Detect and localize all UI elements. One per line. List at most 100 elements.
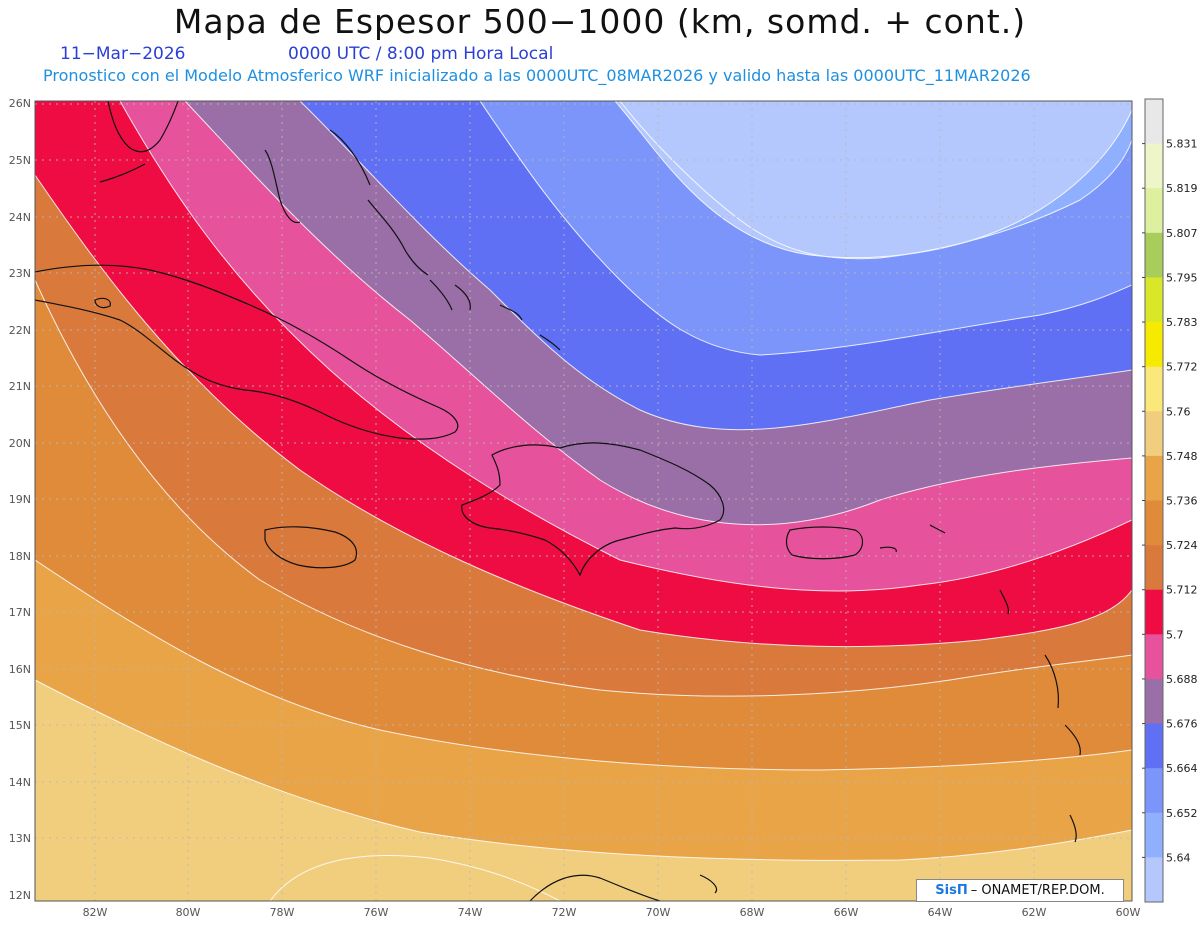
lat-label: 17N — [9, 606, 31, 619]
colorbar-swatch — [1145, 143, 1163, 189]
colorbar-label: 5.7 — [1166, 628, 1184, 641]
colorbar-swatch — [1145, 589, 1163, 635]
lon-label: 62W — [1022, 906, 1047, 919]
lon-label: 82W — [83, 906, 108, 919]
isla-juventud — [94, 297, 111, 309]
contour-lines — [35, 101, 1132, 901]
lat-label: 26N — [9, 97, 31, 110]
latitude-labels: 26N 25N 24N 23N 22N 21N 20N 19N 18N 17N … — [9, 97, 31, 902]
puerto-rico — [785, 526, 864, 560]
lon-label: 80W — [176, 906, 201, 919]
credit-box: SisΠ – ONAMET/REP.DOM. — [916, 879, 1124, 902]
colorbar-label: 5.712 — [1166, 584, 1198, 597]
colorbar-label: 5.748 — [1166, 450, 1198, 463]
colorbar-label: 5.76 — [1166, 405, 1191, 418]
lat-label: 25N — [9, 154, 31, 167]
lat-label: 16N — [9, 663, 31, 676]
map-frame — [34, 100, 1133, 902]
valid-time: 0000 UTC / 8:00 pm Hora Local — [288, 44, 554, 64]
cuba-coast — [35, 264, 459, 440]
colorbar-label: 5.772 — [1166, 361, 1198, 374]
colorbar-label: 5.736 — [1166, 495, 1198, 508]
bahamas-eleuthera — [367, 199, 429, 276]
colorbar-swatch — [1145, 634, 1163, 680]
lat-label: 13N — [9, 832, 31, 845]
colorbar-label: 5.64 — [1166, 851, 1191, 864]
page-title: Mapa de Espesor 500−1000 (km, somd. + co… — [173, 2, 1027, 41]
coastlines — [35, 101, 1081, 901]
florida-coast — [107, 101, 179, 153]
bahamas-small-1 — [429, 279, 453, 311]
lon-label: 72W — [552, 906, 577, 919]
lat-label: 12N — [9, 889, 31, 902]
colorbar-swatch — [1145, 366, 1163, 412]
bahamas-small-2 — [454, 284, 471, 311]
virgin-islands — [929, 524, 946, 534]
band-palest — [615, 101, 1132, 258]
lon-label: 78W — [270, 906, 295, 919]
colorbar-swatch — [1145, 768, 1163, 814]
lon-label: 64W — [928, 906, 953, 919]
colorbar-swatch — [1145, 857, 1163, 903]
credit-brand: SisΠ — [935, 883, 968, 898]
colorbar-label: 5.664 — [1166, 762, 1198, 775]
colorbar-swatch — [1145, 277, 1163, 323]
lat-label: 20N — [9, 437, 31, 450]
colorbar-swatch — [1145, 232, 1163, 278]
band-tan-bottom — [270, 855, 560, 901]
bahamas-abaco — [329, 129, 371, 186]
hispaniola — [461, 442, 725, 577]
colorbar-swatch — [1145, 322, 1163, 368]
colorbar-label: 5.724 — [1166, 539, 1198, 552]
lat-label: 15N — [9, 719, 31, 732]
lat-label: 22N — [9, 324, 31, 337]
lon-label: 76W — [364, 906, 389, 919]
colorbar-swatch — [1145, 723, 1163, 769]
turks-caicos — [539, 334, 561, 351]
colorbar-swatch — [1145, 99, 1163, 145]
vieques — [879, 546, 897, 553]
colorbar-label: 5.676 — [1166, 718, 1198, 731]
antilles-3 — [1064, 724, 1081, 756]
antilles-4 — [1069, 814, 1077, 843]
colorbar-label: 5.807 — [1166, 227, 1198, 240]
lat-label: 19N — [9, 493, 31, 506]
antilles-1 — [999, 589, 1010, 615]
colorbar-swatch — [1145, 545, 1163, 591]
longitude-labels: 82W 80W 78W 76W 74W 72W 70W 68W 66W 64W … — [83, 906, 1141, 919]
contour-fill-bands — [35, 101, 1132, 901]
lat-label: 18N — [9, 550, 31, 563]
colorbar-swatch — [1145, 500, 1163, 546]
colorbar-swatch — [1145, 411, 1163, 457]
lat-label: 24N — [9, 211, 31, 224]
jamaica — [264, 526, 357, 569]
gridlines — [35, 101, 1132, 901]
lon-label: 70W — [646, 906, 671, 919]
colorbar-swatch — [1145, 812, 1163, 858]
colorbar-label: 5.819 — [1166, 182, 1198, 195]
band-tan-bottom-right — [820, 889, 940, 901]
florida-keys — [99, 163, 146, 183]
lon-label: 68W — [740, 906, 765, 919]
bahamas-small-3 — [499, 304, 523, 321]
forecast-description: Pronostico con el Modelo Atmosferico WRF… — [43, 66, 1031, 85]
colorbar-label: 5.688 — [1166, 673, 1198, 686]
lat-label: 14N — [9, 776, 31, 789]
antilles-2 — [1044, 654, 1060, 709]
credit-text: – ONAMET/REP.DOM. — [970, 883, 1105, 898]
lat-label: 21N — [9, 380, 31, 393]
colorbar-label: 5.795 — [1166, 271, 1198, 284]
lon-label: 60W — [1116, 906, 1141, 919]
colorbar-label: 5.783 — [1166, 316, 1198, 329]
aruba-curacao — [699, 874, 718, 894]
colorbar-swatch — [1145, 188, 1163, 234]
colorbar-swatch — [1145, 455, 1163, 501]
lat-label: 23N — [9, 267, 31, 280]
bahamas-andros — [264, 149, 301, 224]
colorbar-swatch — [1145, 678, 1163, 725]
colorbar-label: 5.831 — [1166, 138, 1198, 151]
colorbar: 5.831 5.819 5.807 5.795 5.783 5.772 5.76 5.748 5… — [1142, 98, 1198, 903]
lon-label: 74W — [458, 906, 483, 919]
lon-label: 66W — [834, 906, 859, 919]
